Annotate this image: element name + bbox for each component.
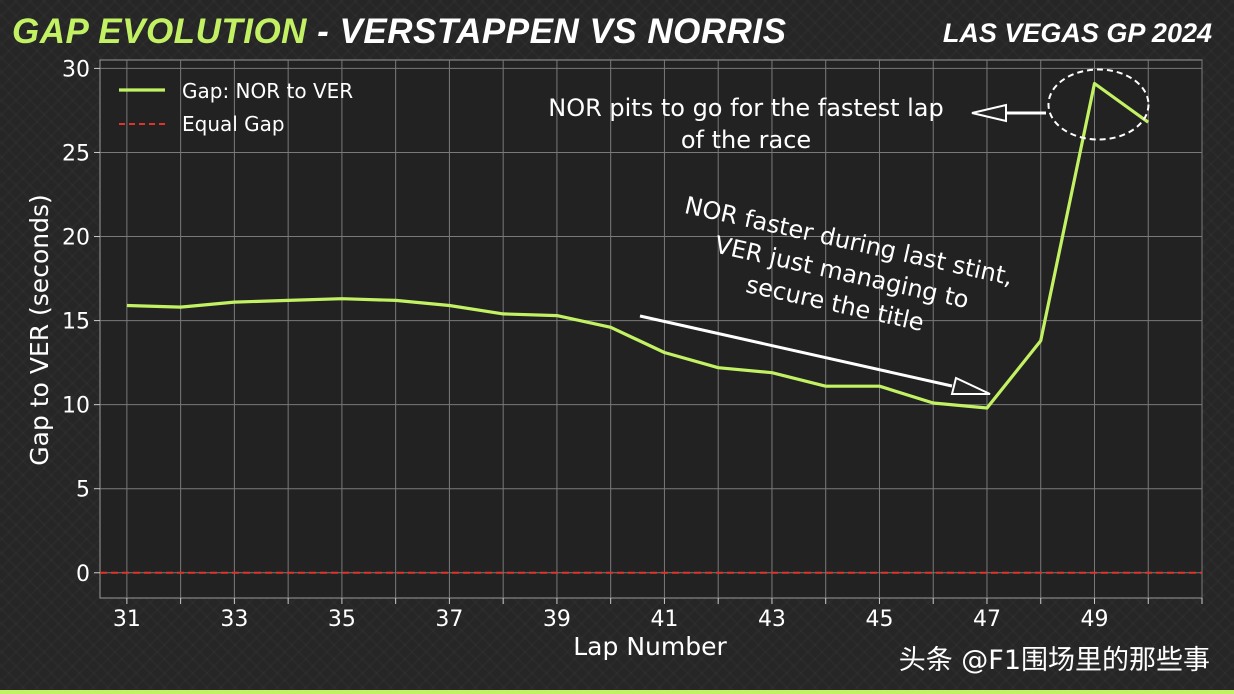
x-tick-label: 41 — [650, 607, 678, 632]
x-tick-label: 33 — [220, 607, 248, 632]
legend-label-equal: Equal Gap — [182, 112, 285, 136]
x-tick-label: 49 — [1080, 607, 1108, 632]
x-tick-label: 47 — [973, 607, 1001, 632]
x-tick-label: 37 — [435, 607, 463, 632]
pit-annotation-line: of the race — [681, 126, 811, 154]
plot-area — [99, 59, 1203, 599]
event-name: LAS VEGAS GP 2024 — [942, 18, 1212, 48]
stint-arrow-head — [950, 376, 991, 395]
x-tick-label: 31 — [113, 607, 141, 632]
y-tick-label: 0 — [76, 562, 90, 587]
gap-series-line — [126, 81, 1150, 410]
x-axis-label: Lap Number — [573, 632, 727, 661]
x-tick-label: 35 — [328, 607, 356, 632]
x-tick-label: 45 — [865, 607, 893, 632]
pit-arrow-head — [971, 103, 1007, 123]
legend-label-gap: Gap: NOR to VER — [182, 79, 353, 103]
x-tick-label: 39 — [543, 607, 571, 632]
y-tick-label: 20 — [62, 226, 90, 251]
y-tick-label: 30 — [62, 57, 90, 82]
bottom-accent-strip — [0, 690, 1234, 694]
title-accent: GAP EVOLUTION — [12, 12, 307, 51]
y-tick-label: 25 — [62, 141, 90, 166]
y-tick-label: 5 — [76, 478, 90, 503]
pit-highlight-circle — [1047, 68, 1150, 141]
title-rest: - VERSTAPPEN VS NORRIS — [306, 12, 787, 51]
y-tick-label: 10 — [62, 394, 90, 419]
chart-title: GAP EVOLUTION - VERSTAPPEN VS NORRIS — [12, 12, 787, 52]
y-tick-label: 15 — [62, 310, 90, 335]
watermark: 头条 @F1围场里的那些事 — [898, 645, 1210, 676]
stint-arrow-shaft — [639, 314, 953, 388]
pit-annotation-line: NOR pits to go for the fastest lap — [548, 94, 944, 122]
x-tick-label: 43 — [758, 607, 786, 632]
y-axis-label: Gap to VER (seconds) — [25, 194, 54, 465]
